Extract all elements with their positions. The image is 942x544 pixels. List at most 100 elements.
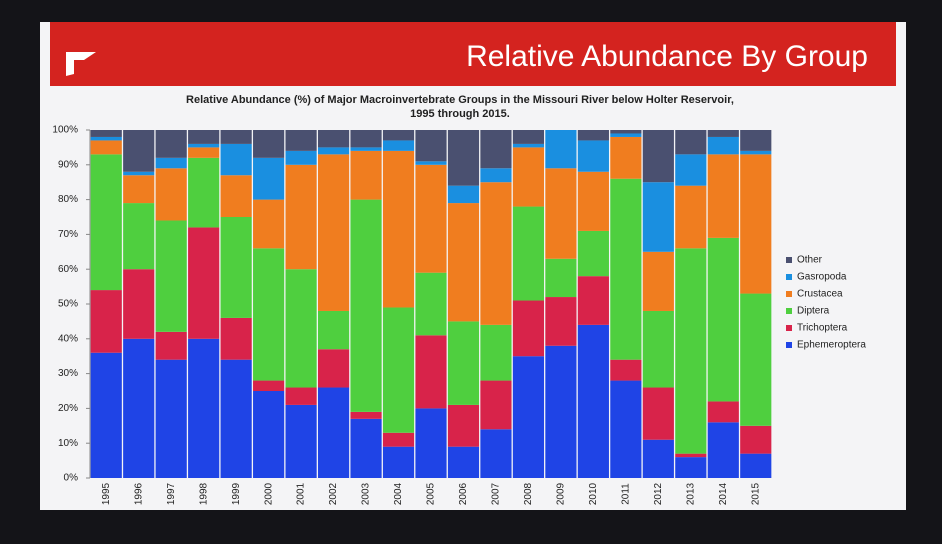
bar-segment bbox=[123, 203, 155, 270]
bar-segment bbox=[253, 391, 285, 478]
bar-segment bbox=[545, 345, 577, 478]
y-tick-label: 100% bbox=[52, 125, 78, 136]
bar-segment bbox=[188, 143, 220, 148]
legend-swatch bbox=[786, 274, 792, 280]
bar-segment bbox=[90, 136, 122, 141]
bar-segment bbox=[577, 130, 609, 141]
bar-segment bbox=[317, 154, 350, 311]
bar-segment bbox=[350, 130, 382, 148]
bar-segment bbox=[350, 150, 382, 200]
bar-segment bbox=[610, 178, 642, 360]
bar-segment bbox=[675, 248, 707, 454]
bar-segment bbox=[350, 147, 382, 151]
x-tick-label: 2013 bbox=[685, 482, 696, 505]
bar-segment bbox=[90, 352, 122, 478]
x-tick-label: 2008 bbox=[523, 482, 534, 505]
chart-title: 1995 through 2015. bbox=[410, 108, 510, 120]
x-tick-label: 1997 bbox=[166, 482, 177, 505]
bar-segment bbox=[740, 130, 772, 151]
legend-label: Other bbox=[797, 255, 823, 266]
bar-segment bbox=[188, 157, 220, 228]
bar-segment bbox=[415, 164, 447, 273]
y-tick-label: 10% bbox=[58, 438, 78, 449]
bar-segment bbox=[382, 307, 415, 433]
x-tick-label: 2002 bbox=[328, 482, 339, 505]
bar-segment bbox=[155, 157, 187, 169]
x-tick-label: 2005 bbox=[426, 482, 437, 505]
bar-segment bbox=[707, 401, 739, 423]
legend-label: Trichoptera bbox=[797, 323, 848, 334]
bar-segment bbox=[512, 147, 545, 207]
bar-segment bbox=[512, 143, 545, 148]
x-tick-label: 2007 bbox=[491, 482, 502, 505]
slide-title: Relative Abundance By Group bbox=[466, 40, 868, 73]
bar-segment bbox=[545, 130, 577, 169]
bar-segment bbox=[740, 453, 772, 478]
bar-segment bbox=[512, 130, 545, 144]
bar-segment bbox=[480, 429, 512, 478]
bar-segment bbox=[317, 310, 350, 350]
bar-segment bbox=[447, 130, 480, 186]
x-tick-label: 1999 bbox=[231, 482, 242, 505]
x-tick-label: 1996 bbox=[133, 482, 144, 505]
bar-segment bbox=[123, 175, 155, 204]
bar-segment bbox=[675, 130, 707, 155]
y-tick-label: 0% bbox=[64, 473, 79, 484]
bar-segment bbox=[317, 130, 350, 148]
x-tick-label: 2010 bbox=[588, 482, 599, 505]
bar-segment bbox=[545, 168, 577, 259]
bar-segment bbox=[220, 317, 252, 360]
bar-segment bbox=[317, 349, 350, 388]
bar-segment bbox=[707, 154, 739, 238]
x-tick-label: 2001 bbox=[296, 482, 307, 505]
bar-segment bbox=[642, 130, 674, 183]
x-tick-label: 2011 bbox=[620, 483, 631, 505]
x-tick-label: 1995 bbox=[101, 482, 112, 505]
bar-segment bbox=[610, 133, 642, 137]
legend-swatch bbox=[786, 342, 792, 348]
bar-segment bbox=[188, 147, 220, 158]
bar-segment bbox=[480, 130, 512, 169]
bar-segment bbox=[610, 136, 642, 179]
bar-segment bbox=[155, 130, 187, 158]
bar-segment bbox=[90, 130, 122, 137]
bar-segment bbox=[123, 171, 155, 176]
x-tick-label: 1998 bbox=[198, 482, 209, 505]
bar-segment bbox=[707, 422, 739, 478]
y-tick-label: 70% bbox=[58, 229, 78, 240]
bar-segment bbox=[253, 130, 285, 158]
x-tick-label: 2006 bbox=[458, 482, 469, 505]
bar-segment bbox=[188, 227, 220, 339]
bar-segment bbox=[610, 359, 642, 381]
bar-segment bbox=[642, 182, 674, 252]
bar-segment bbox=[415, 130, 447, 162]
bar-segment bbox=[707, 237, 739, 402]
bar-segment bbox=[740, 293, 772, 426]
bar-segment bbox=[253, 248, 285, 381]
x-tick-label: 2009 bbox=[556, 482, 567, 505]
bar-segment bbox=[512, 356, 545, 478]
legend-swatch bbox=[786, 291, 792, 297]
bar-segment bbox=[220, 143, 252, 176]
x-tick-label: 2014 bbox=[718, 482, 729, 505]
bar-segment bbox=[610, 380, 642, 478]
bar-segment bbox=[447, 404, 480, 447]
bar-segment bbox=[317, 387, 350, 478]
bar-segment bbox=[285, 164, 317, 270]
bar-segment bbox=[642, 310, 674, 388]
bar-segment bbox=[382, 130, 415, 141]
bar-segment bbox=[512, 206, 545, 301]
bar-segment bbox=[285, 269, 317, 388]
bar-segment bbox=[577, 276, 609, 325]
bar-segment bbox=[415, 335, 447, 409]
bar-segment bbox=[253, 380, 285, 391]
y-tick-label: 90% bbox=[58, 159, 78, 170]
bar-segment bbox=[480, 182, 512, 325]
bar-segment bbox=[155, 359, 187, 478]
y-tick-label: 60% bbox=[58, 264, 78, 275]
bar-segment bbox=[382, 432, 415, 447]
bar-segment bbox=[253, 199, 285, 249]
bar-segment bbox=[447, 446, 480, 478]
bar-segment bbox=[382, 150, 415, 308]
